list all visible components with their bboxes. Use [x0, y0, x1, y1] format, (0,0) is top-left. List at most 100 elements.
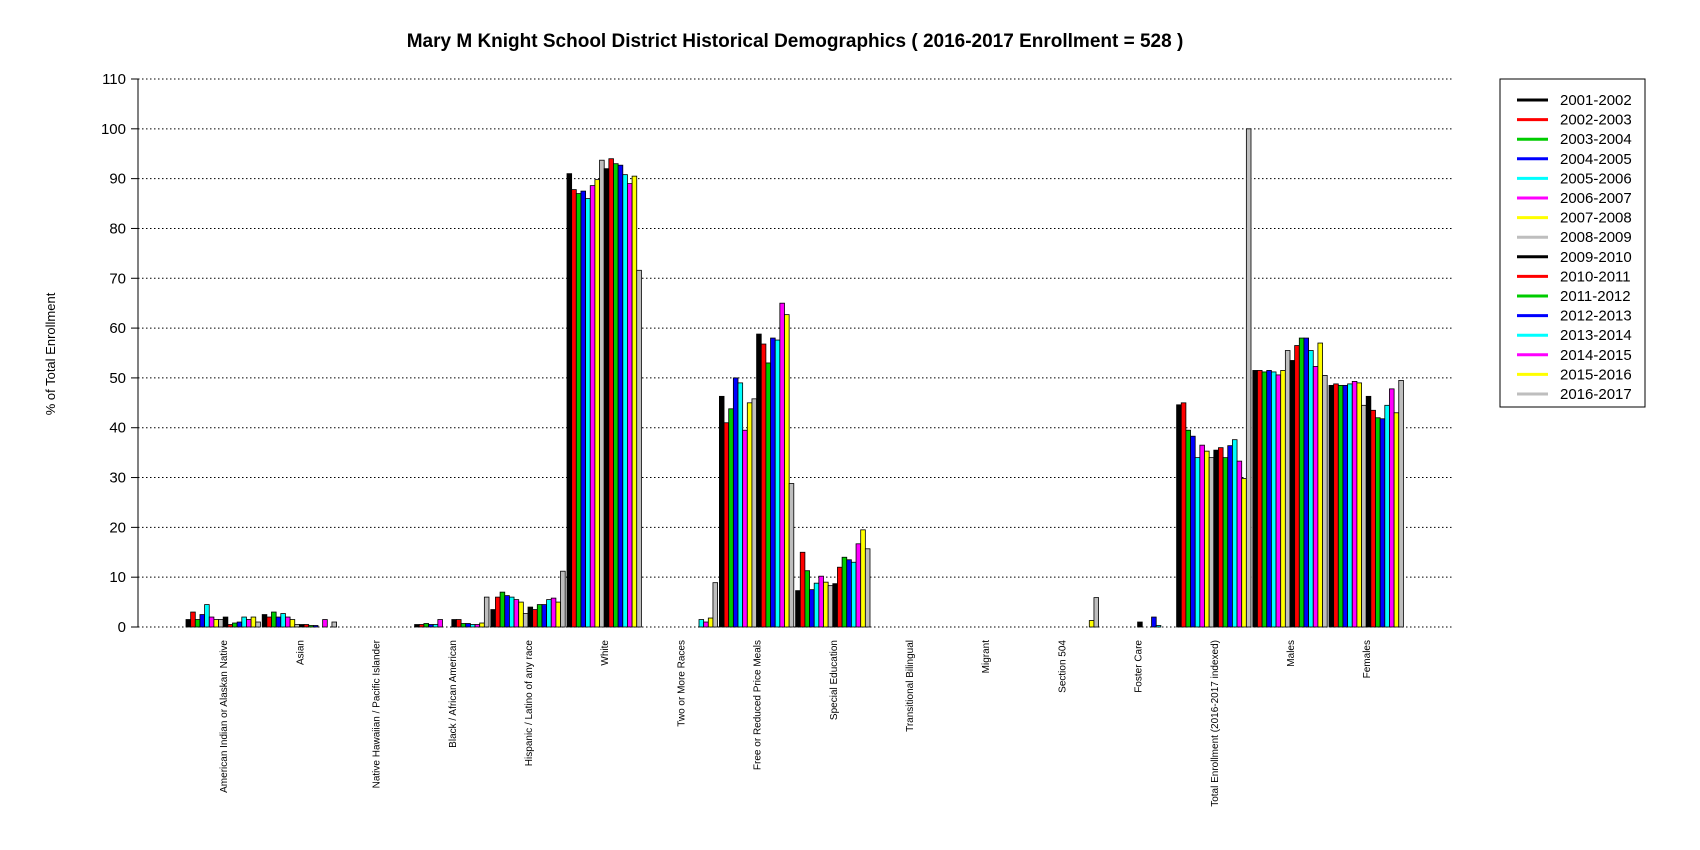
- bar: [608, 158, 614, 628]
- bar: [560, 570, 566, 628]
- bar: [728, 408, 734, 628]
- bar: [1245, 128, 1252, 628]
- bar: [499, 591, 506, 628]
- bar: [1185, 429, 1191, 628]
- bar: [541, 604, 548, 628]
- bar: [465, 623, 471, 628]
- y-tick-label: 30: [109, 470, 126, 487]
- bar: [631, 175, 638, 628]
- bar: [613, 163, 619, 628]
- bar: [837, 566, 843, 628]
- legend-entry: 2001-2002: [1560, 92, 1632, 109]
- x-tick-label: Native Hawaiian / Pacific Islander: [372, 639, 383, 788]
- y-tick-label: 70: [109, 270, 126, 287]
- bar: [804, 570, 810, 628]
- x-tick-label: Asian: [295, 640, 306, 665]
- bar: [199, 614, 205, 628]
- bar: [1236, 460, 1243, 628]
- bar: [1227, 445, 1233, 628]
- bar: [194, 619, 201, 628]
- bar: [737, 382, 744, 628]
- bar: [1328, 384, 1335, 628]
- legend-entry: 2002-2003: [1560, 112, 1632, 129]
- bar: [246, 619, 252, 628]
- bar: [818, 575, 824, 628]
- grid-lines: [138, 78, 1452, 628]
- bar: [1389, 388, 1395, 628]
- bar: [589, 185, 596, 628]
- bar: [280, 613, 286, 628]
- bar: [703, 621, 709, 628]
- y-tick-label: 80: [109, 220, 126, 237]
- bar: [627, 183, 633, 628]
- bar: [331, 621, 338, 628]
- bar: [1176, 404, 1182, 628]
- bar: [1266, 370, 1272, 628]
- bar: [1384, 404, 1390, 628]
- legend-entry: 2004-2005: [1560, 151, 1632, 168]
- bar: [571, 189, 577, 628]
- bar: [1155, 625, 1162, 628]
- bar: [1194, 457, 1201, 628]
- legend-entry: 2012-2013: [1560, 308, 1632, 325]
- bar: [860, 529, 866, 628]
- bar: [585, 198, 591, 628]
- bar: [1379, 418, 1386, 628]
- x-tick-label: Section 504: [1057, 640, 1068, 693]
- bar: [241, 616, 247, 628]
- bar: [712, 582, 719, 628]
- bar: [1342, 384, 1348, 628]
- bar: [1317, 342, 1323, 628]
- bar: [795, 590, 801, 628]
- legend-box: [1499, 78, 1646, 408]
- bar: [1298, 337, 1305, 628]
- bar: [518, 601, 524, 628]
- bar: [864, 548, 871, 628]
- bar: [1284, 350, 1291, 628]
- legend-entry: 2014-2015: [1560, 347, 1632, 364]
- bar: [788, 483, 795, 628]
- bar: [227, 624, 233, 628]
- bar: [213, 619, 219, 628]
- x-tick-label: American Indian or Alaskan Native: [219, 640, 230, 793]
- bar: [770, 337, 776, 628]
- legend-entry: 2016-2017: [1560, 386, 1632, 403]
- y-tick-label: 50: [109, 370, 126, 387]
- bar: [255, 621, 261, 628]
- bar: [827, 585, 834, 628]
- x-tick-label: Total Enrollment (2016-2017 indexed): [1210, 640, 1221, 807]
- legend-entry: 2007-2008: [1560, 210, 1632, 227]
- bars: [185, 128, 1404, 628]
- bar: [495, 596, 501, 628]
- bar: [1271, 371, 1277, 628]
- legend-entry: 2005-2006: [1560, 170, 1632, 187]
- bar: [594, 179, 600, 628]
- bar: [190, 611, 196, 628]
- bar: [1257, 370, 1263, 628]
- bar: [308, 625, 314, 628]
- bar: [617, 164, 624, 628]
- bar: [504, 595, 510, 628]
- y-tick-label: 110: [102, 71, 126, 88]
- bar: [474, 624, 481, 628]
- bar: [423, 623, 429, 628]
- legend-entry: 2009-2010: [1560, 249, 1632, 266]
- bar: [855, 543, 862, 628]
- y-axis: 0 10 20 30 40 50 60 70 80 90 100 110: [101, 71, 139, 636]
- bar: [823, 581, 829, 628]
- bar: [756, 333, 762, 628]
- y-tick-label: 90: [109, 171, 126, 188]
- bar: [1275, 374, 1282, 628]
- bar: [707, 617, 714, 628]
- bar: [522, 613, 529, 628]
- bar: [285, 616, 291, 628]
- bar: [204, 604, 210, 628]
- x-tick-label: Foster Care: [1134, 640, 1145, 693]
- y-tick-label: 0: [118, 619, 126, 636]
- bar: [719, 395, 725, 628]
- bar: [851, 561, 857, 628]
- bar: [490, 609, 496, 628]
- bar: [746, 402, 753, 628]
- bar: [809, 589, 815, 628]
- bar: [550, 597, 557, 628]
